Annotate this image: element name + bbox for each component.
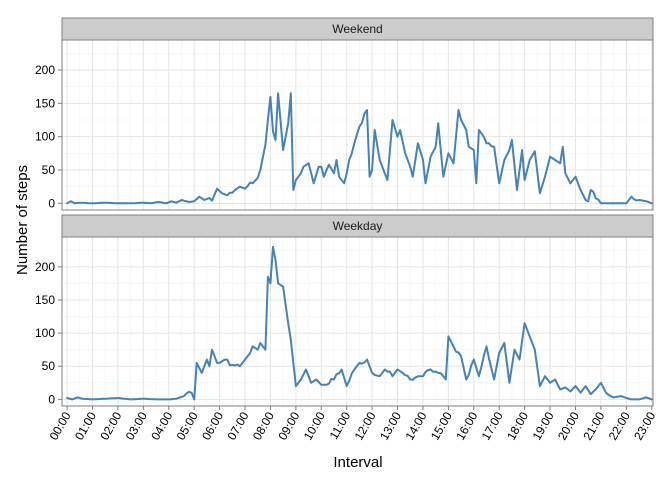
- y-tick-label: 200: [35, 63, 55, 77]
- y-tick-label: 200: [35, 260, 55, 274]
- y-tick-label: 50: [42, 163, 56, 177]
- x-tick-label: 10:00: [301, 409, 328, 442]
- x-tick-label: 08:00: [250, 409, 277, 442]
- series-line-weekday: [66, 245, 653, 401]
- x-tick-label: 17:00: [479, 409, 506, 442]
- facet-strip-label: Weekday: [333, 219, 383, 233]
- x-tick-label: 20:00: [555, 409, 582, 442]
- x-tick-label: 15:00: [428, 409, 455, 442]
- x-tick-label: 11:00: [327, 409, 354, 442]
- x-tick-label: 04:00: [148, 409, 175, 442]
- y-tick-label: 0: [48, 196, 55, 210]
- panels-layer: Weekend 0 50 100 150 200 Weekday 0 50 100 150 200: [35, 17, 654, 407]
- panel-weekday: Weekday 0 50 100 150 200: [35, 214, 654, 407]
- x-tick-label: 00:00: [47, 409, 74, 442]
- x-tick-label: 23:00: [631, 409, 658, 442]
- y-tick-label: 100: [35, 326, 55, 340]
- x-axis-title: Interval: [333, 454, 382, 471]
- x-tick-label: 09:00: [275, 409, 302, 442]
- x-tick-label: 01:00: [72, 409, 99, 442]
- x-tick-label: 12:00: [352, 409, 379, 442]
- y-tick-label: 50: [42, 359, 56, 373]
- y-tick-label: 100: [35, 130, 55, 144]
- x-tick-label: 13:00: [377, 409, 404, 442]
- x-tick-label: 07:00: [224, 409, 251, 442]
- y-tick-label: 150: [35, 293, 55, 307]
- x-tick-label: 18:00: [504, 409, 531, 442]
- x-tick-label: 16:00: [453, 409, 480, 442]
- x-tick-label: 21:00: [580, 409, 607, 442]
- panel-border: [61, 39, 654, 211]
- x-tick-label: 22:00: [606, 409, 633, 442]
- series-line-weekend: [66, 92, 653, 205]
- y-tick-label: 0: [48, 392, 55, 406]
- x-tick-label: 19:00: [530, 409, 557, 442]
- x-tick-label: 14:00: [402, 409, 429, 442]
- y-axis-title: Number of steps: [14, 165, 31, 275]
- x-tick-label: 05:00: [174, 409, 201, 442]
- panel-weekend: Weekend 0 50 100 150 200: [35, 17, 654, 211]
- plot-background: [62, 40, 653, 210]
- facet-strip-label: Weekend: [332, 22, 382, 36]
- x-axis: 00:0001:0002:0003:0004:0005:0006:0007:00…: [47, 406, 658, 443]
- x-tick-label: 03:00: [123, 409, 150, 442]
- x-tick-label: 06:00: [199, 409, 226, 442]
- plot-background: [62, 237, 653, 406]
- panel-border: [61, 236, 654, 407]
- y-tick-label: 150: [35, 96, 55, 110]
- x-tick-label: 02:00: [97, 409, 124, 442]
